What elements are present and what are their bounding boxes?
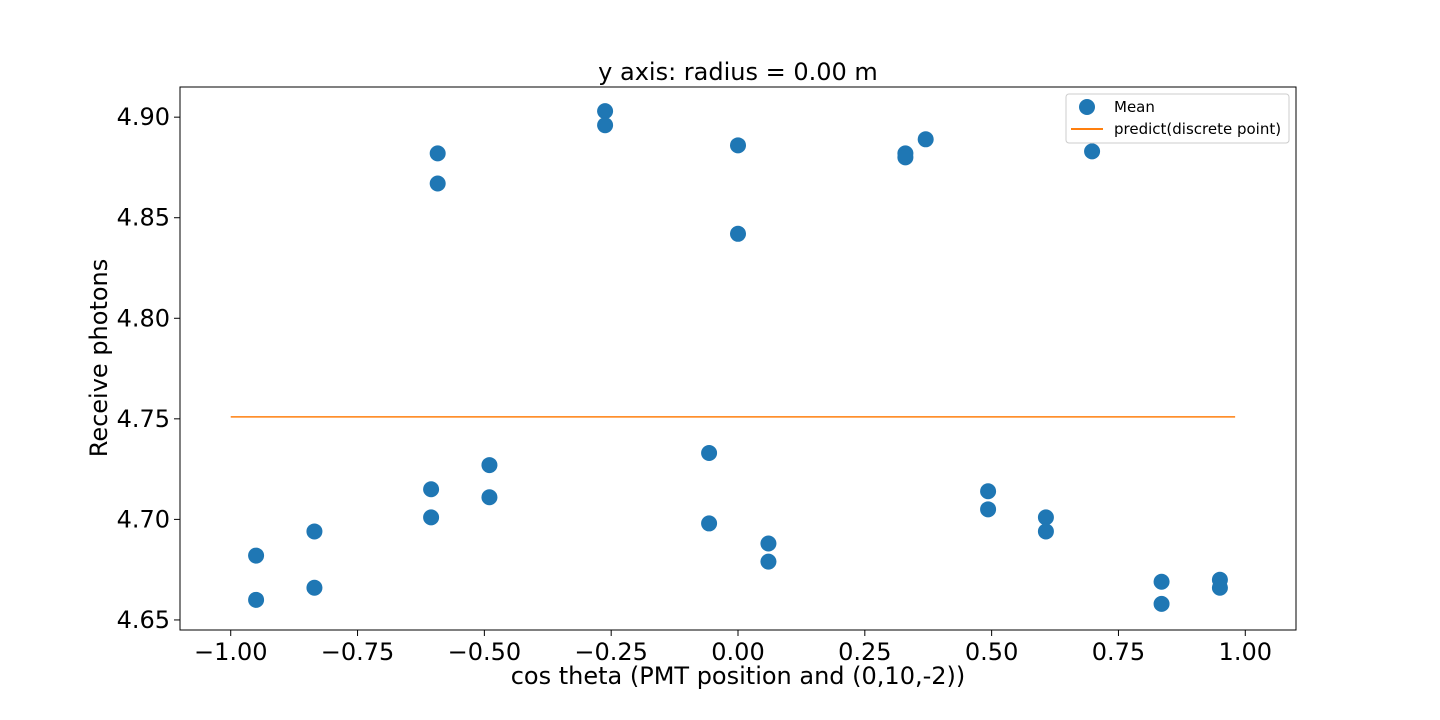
plot-area <box>179 86 1297 631</box>
x-tick-label: 1.00 <box>1219 638 1272 666</box>
y-tick-label: 4.75 <box>117 405 170 433</box>
legend: Mean predict(discrete point) <box>1065 93 1290 144</box>
x-axis-label: cos theta (PMT position and (0,10,-2)) <box>511 662 966 690</box>
data-point-mean <box>429 145 446 162</box>
data-point-mean <box>1037 523 1054 540</box>
data-point-mean <box>980 483 997 500</box>
x-tick-label: −0.25 <box>574 638 648 666</box>
legend-label-mean: Mean <box>1114 98 1155 116</box>
x-tick-label: −1.00 <box>194 638 268 666</box>
data-point-mean <box>701 515 718 532</box>
data-point-mean <box>897 149 914 166</box>
data-point-mean <box>1084 143 1101 160</box>
data-point-mean <box>1211 579 1228 596</box>
data-point-mean <box>481 457 498 474</box>
y-tick-label: 4.90 <box>117 103 170 131</box>
data-point-mean <box>306 523 323 540</box>
data-point-mean <box>730 225 746 242</box>
data-point-mean <box>306 579 323 596</box>
data-point-mean <box>423 481 440 498</box>
y-tick-label: 4.70 <box>117 505 170 533</box>
data-point-mean <box>917 131 934 148</box>
data-point-mean <box>760 553 777 570</box>
data-point-mean <box>429 175 446 192</box>
data-point-mean <box>1153 573 1170 590</box>
x-tick-label: 0.75 <box>1092 638 1145 666</box>
data-point-mean <box>423 509 440 526</box>
chart-title: y axis: radius = 0.00 m <box>598 58 878 86</box>
y-tick-label: 4.65 <box>117 606 170 634</box>
legend-marker-mean <box>1079 99 1095 115</box>
series-layer <box>230 103 1236 612</box>
data-point-mean <box>1037 509 1054 526</box>
data-point-mean <box>597 117 614 134</box>
x-tick-label: −0.50 <box>448 638 522 666</box>
legend-label-predict: predict(discrete point) <box>1114 120 1281 138</box>
data-point-mean <box>980 501 997 518</box>
data-point-mean <box>1153 595 1170 612</box>
x-tick-label: 0.00 <box>711 638 764 666</box>
y-tick-label: 4.80 <box>117 304 170 332</box>
data-point-mean <box>760 535 777 552</box>
data-point-mean <box>597 103 614 120</box>
x-axis: −1.00 −0.75 −0.50 −0.25 0.00 0.25 0.50 0.75 1.00 <box>194 630 1272 666</box>
x-tick-label: 0.50 <box>965 638 1018 666</box>
x-tick-label: 0.25 <box>838 638 891 666</box>
y-axis: 4.65 4.70 4.75 4.80 4.85 4.90 <box>117 103 180 634</box>
data-point-mean <box>730 137 746 154</box>
x-tick-label: −0.75 <box>321 638 395 666</box>
y-axis-label: Receive photons <box>85 259 113 458</box>
legend-box <box>1065 93 1290 144</box>
data-point-mean <box>248 591 265 608</box>
y-tick-label: 4.85 <box>117 204 170 232</box>
data-point-mean <box>248 547 265 564</box>
data-point-mean <box>701 445 718 462</box>
data-point-mean <box>481 489 498 506</box>
